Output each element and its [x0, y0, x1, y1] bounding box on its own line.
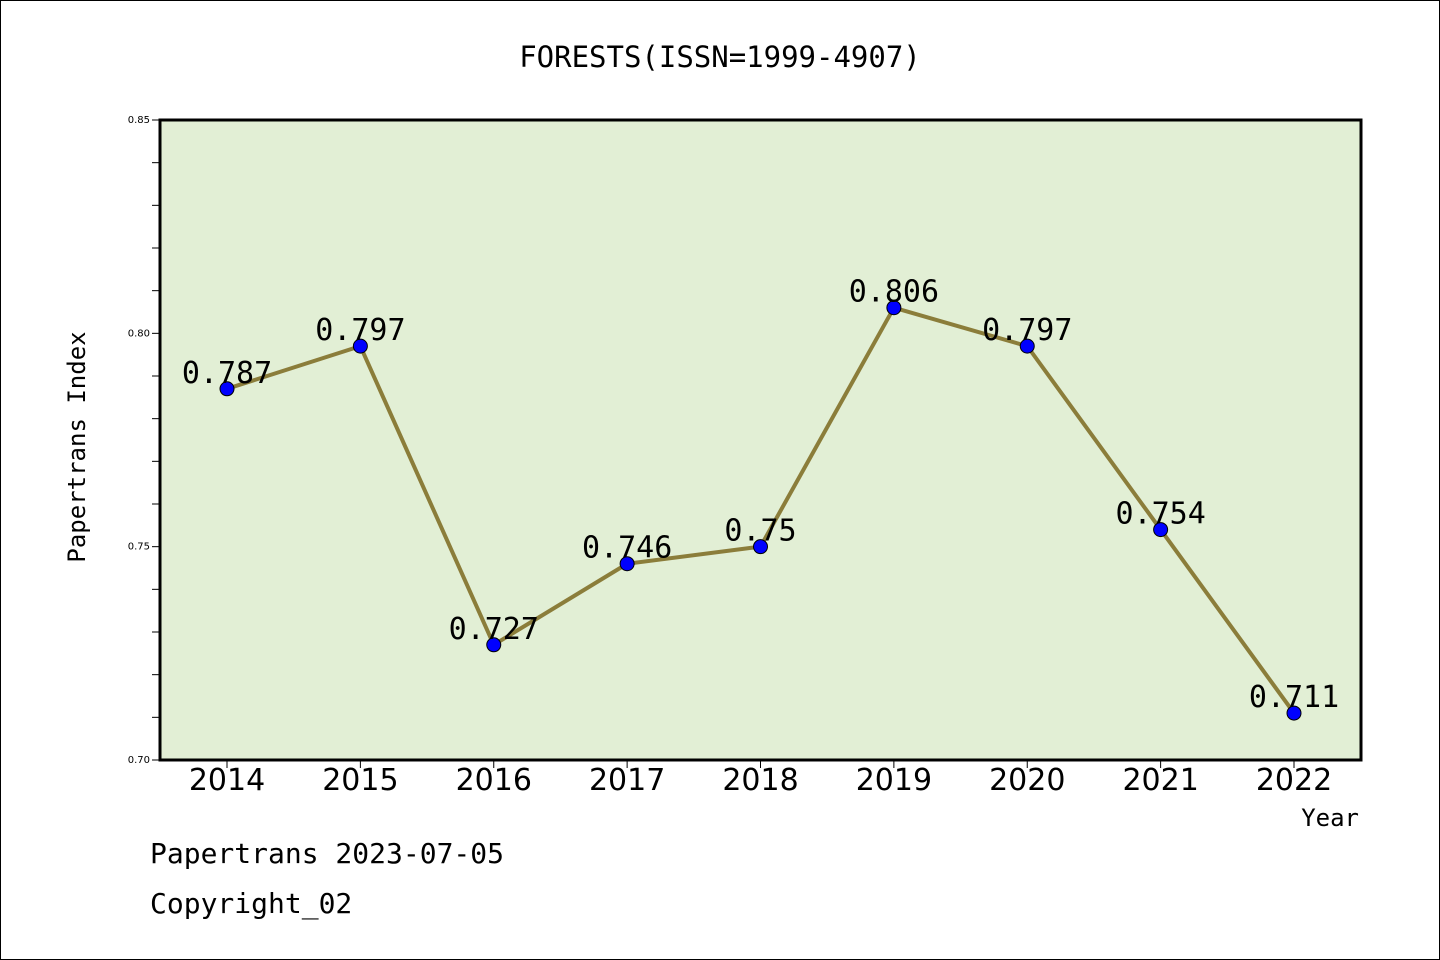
data-point [753, 539, 768, 555]
y-tick-label: 0.85 [128, 115, 150, 126]
data-label: 0.75 [724, 514, 796, 549]
x-tick-label: 2022 [1256, 763, 1332, 798]
data-label: 0.727 [449, 612, 539, 647]
data-label: 0.797 [315, 313, 405, 348]
x-tick-label: 2021 [1122, 763, 1198, 798]
y-tick-label: 0.70 [128, 755, 150, 766]
x-axis-label: Year [1301, 804, 1359, 832]
series-line-group [219, 300, 1302, 721]
x-tick-label: 2016 [456, 763, 532, 798]
x-tick-label: 2015 [322, 763, 398, 798]
data-point [1153, 522, 1169, 538]
data-label: 0.806 [849, 275, 939, 310]
data-point [352, 338, 368, 354]
data-point [1019, 338, 1035, 354]
y-axis-label: Papertrans Index [63, 331, 91, 562]
data-label: 0.746 [582, 531, 672, 566]
y-tick-label: 0.80 [128, 328, 150, 339]
data-point [486, 637, 502, 653]
x-axis: 2014 2015 2016 2017 2018 2019 2020 2021 2022 [189, 760, 1332, 798]
x-tick-label: 2019 [856, 763, 932, 798]
data-labels: 0.787 0.797 0.727 0.746 0.75 0.806 0.797 0.754 0… [182, 275, 1339, 715]
data-label: 0.787 [182, 356, 272, 391]
data-label: 0.754 [1115, 497, 1205, 532]
data-label: 0.797 [982, 313, 1072, 348]
footer-copyright: Copyright_02 [150, 887, 352, 921]
data-point [219, 381, 235, 397]
data-label: 0.711 [1249, 680, 1339, 715]
y-axis: 0.70 0.75 0.80 0.85 [128, 115, 160, 766]
x-tick-label: 2018 [722, 763, 798, 798]
data-point [1286, 705, 1302, 721]
x-tick-label: 2014 [189, 763, 265, 798]
x-tick-label: 2020 [989, 763, 1065, 798]
data-point [619, 556, 635, 572]
plot-area [158, 118, 1363, 762]
x-tick-label: 2017 [589, 763, 665, 798]
data-point [886, 300, 902, 316]
footer-date: Papertrans 2023-07-05 [150, 837, 504, 870]
chart-title: FORESTS(ISSN=1999-4907) [519, 40, 921, 74]
y-tick-label: 0.75 [128, 542, 150, 553]
